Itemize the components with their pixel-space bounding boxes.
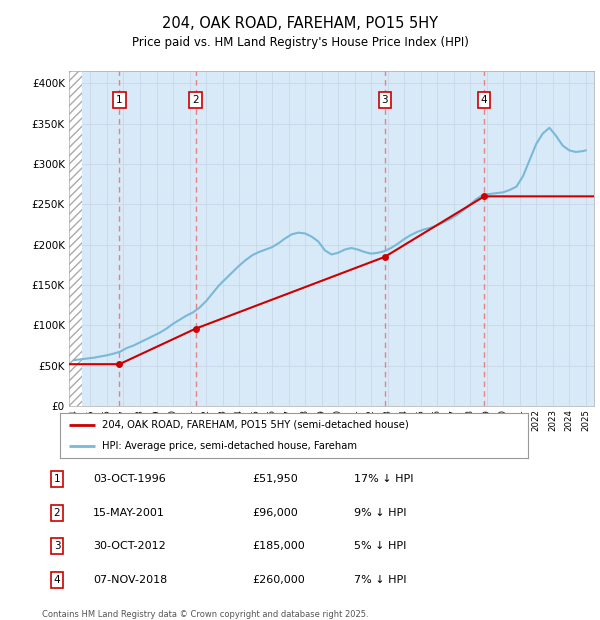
Text: 1: 1 bbox=[116, 95, 122, 105]
Text: 2: 2 bbox=[53, 508, 61, 518]
Text: 2: 2 bbox=[193, 95, 199, 105]
Text: 30-OCT-2012: 30-OCT-2012 bbox=[93, 541, 166, 551]
Text: 3: 3 bbox=[382, 95, 388, 105]
Text: 17% ↓ HPI: 17% ↓ HPI bbox=[354, 474, 413, 484]
Text: 15-MAY-2001: 15-MAY-2001 bbox=[93, 508, 165, 518]
Text: 07-NOV-2018: 07-NOV-2018 bbox=[93, 575, 167, 585]
Text: £96,000: £96,000 bbox=[252, 508, 298, 518]
Text: 7% ↓ HPI: 7% ↓ HPI bbox=[354, 575, 407, 585]
Text: £51,950: £51,950 bbox=[252, 474, 298, 484]
Text: 4: 4 bbox=[481, 95, 488, 105]
Text: 204, OAK ROAD, FAREHAM, PO15 5HY: 204, OAK ROAD, FAREHAM, PO15 5HY bbox=[162, 16, 438, 30]
Text: £260,000: £260,000 bbox=[252, 575, 305, 585]
Text: 4: 4 bbox=[53, 575, 61, 585]
Text: 1: 1 bbox=[53, 474, 61, 484]
Text: 3: 3 bbox=[53, 541, 61, 551]
Text: Price paid vs. HM Land Registry's House Price Index (HPI): Price paid vs. HM Land Registry's House … bbox=[131, 36, 469, 49]
Text: 9% ↓ HPI: 9% ↓ HPI bbox=[354, 508, 407, 518]
Text: 5% ↓ HPI: 5% ↓ HPI bbox=[354, 541, 406, 551]
Text: Contains HM Land Registry data © Crown copyright and database right 2025.
This d: Contains HM Land Registry data © Crown c… bbox=[42, 610, 368, 620]
Text: £185,000: £185,000 bbox=[252, 541, 305, 551]
Text: HPI: Average price, semi-detached house, Fareham: HPI: Average price, semi-detached house,… bbox=[102, 440, 357, 451]
Text: 03-OCT-1996: 03-OCT-1996 bbox=[93, 474, 166, 484]
Bar bbox=[69, 71, 82, 406]
Text: 204, OAK ROAD, FAREHAM, PO15 5HY (semi-detached house): 204, OAK ROAD, FAREHAM, PO15 5HY (semi-d… bbox=[102, 420, 409, 430]
